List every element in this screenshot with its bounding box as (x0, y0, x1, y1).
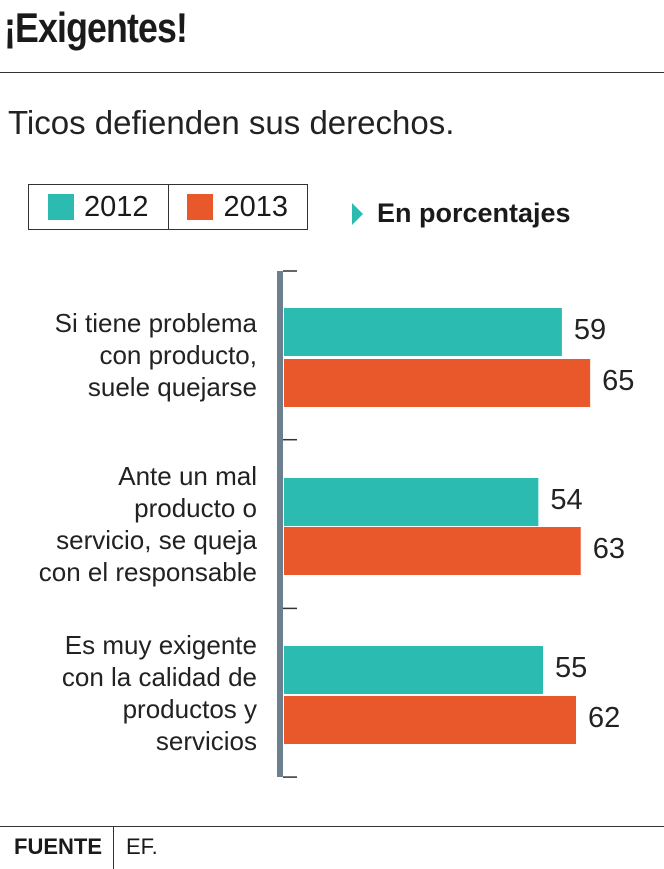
data-label: 59 (573, 314, 607, 346)
y-axis (277, 271, 283, 777)
category-label-line: Si tiene problema (54, 308, 257, 339)
legend-item-2013: 2013 (167, 185, 308, 229)
category-label-line: Ante un mal (118, 461, 257, 492)
category-label-line: Es muy exigente (64, 629, 257, 660)
page-title: ¡Exigentes! (4, 4, 188, 51)
category-label-line: servicio, se queja (56, 525, 257, 556)
legend: 2012 2013 (28, 184, 308, 230)
triangle-right-icon (352, 202, 363, 225)
legend-label-2013: 2013 (223, 190, 288, 223)
category-label: Es muy exigente con la calidad de producto… (62, 629, 257, 757)
footer-divider (0, 826, 664, 827)
category-label-line: con producto, (99, 340, 257, 371)
legend-label-2012: 2012 (83, 190, 149, 223)
title-divider (0, 72, 664, 73)
category-label: Si tiene problema con producto, suele quej… (55, 307, 257, 403)
category-label-line: suele quejarse (87, 372, 257, 403)
legend-swatch-2013 (187, 194, 214, 220)
source-separator (113, 826, 114, 869)
bar-2013 (284, 359, 591, 407)
bar-2012 (284, 308, 562, 356)
category-label-line: con el responsable (38, 557, 257, 588)
data-label: 55 (555, 652, 588, 684)
unit-note-text: En porcentajes (377, 198, 571, 228)
category-label-line: con la calidad de (61, 661, 257, 692)
source-value: EF. (126, 834, 158, 859)
data-label: 62 (588, 702, 621, 734)
category-label-line: servicios (155, 725, 257, 756)
category-label-line: producto o (134, 493, 257, 524)
data-label: 63 (592, 533, 625, 565)
unit-note: En porcentajes (352, 198, 571, 229)
source-label: FUENTE (14, 834, 102, 859)
bar-2012 (284, 646, 544, 694)
legend-swatch-2012 (47, 194, 74, 220)
bar-2013 (284, 696, 577, 744)
subtitle: Ticos defienden sus derechos. (8, 104, 455, 141)
bar-2013 (284, 527, 581, 575)
bar-2012 (284, 478, 539, 526)
data-label: 65 (602, 365, 635, 397)
category-label-line: productos y (122, 693, 257, 724)
legend-item-2012: 2012 (29, 185, 168, 229)
data-label: 54 (550, 484, 583, 516)
category-label: Ante un mal producto o servicio, se queja c… (39, 460, 257, 588)
